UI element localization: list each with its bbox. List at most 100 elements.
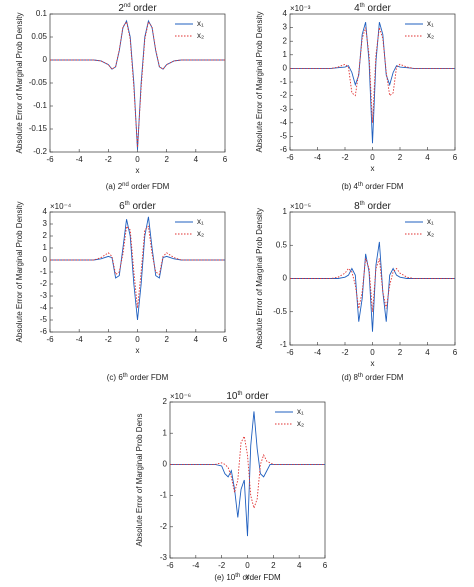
x-tick-label: -6: [286, 348, 294, 357]
x-tick-label: -2: [105, 155, 113, 164]
y-tick-label: -1: [160, 491, 168, 500]
chart-title: 2nd order: [118, 3, 157, 14]
x-tick-label: 0: [245, 561, 250, 570]
series-line: [170, 434, 325, 510]
x-tick-label: 4: [425, 153, 430, 162]
axis-exponent: ×10⁻⁴: [50, 202, 72, 211]
y-tick-label: -5: [40, 315, 48, 324]
x-tick-label: -4: [314, 348, 322, 357]
x-tick-label: 2: [164, 155, 169, 164]
x-tick-label: -4: [314, 153, 322, 162]
y-tick-label: -6: [280, 145, 288, 154]
caption-part: (c) 6: [107, 373, 124, 382]
chart-title-part: order: [130, 201, 157, 212]
y-tick-label: 2: [163, 397, 168, 406]
caption: (c) 6th order FDM: [107, 373, 169, 383]
y-tick-label: 0.05: [31, 32, 47, 41]
y-tick-label: 0: [283, 64, 288, 73]
x-tick-label: -6: [46, 155, 54, 164]
x-tick-label: 0: [135, 335, 140, 344]
series-line: [50, 225, 225, 309]
x-tick-label: 0: [370, 153, 375, 162]
chart-title-part: nd: [124, 3, 131, 9]
y-tick-label: -0.05: [29, 78, 48, 87]
y-tick-label: 0: [43, 55, 48, 64]
caption-part: th: [123, 373, 128, 379]
legend-label: x₁: [297, 407, 304, 416]
series-line: [50, 20, 225, 148]
chart-title-part: th: [360, 3, 365, 9]
x-tick-label: -2: [105, 335, 113, 344]
chart-title: 4th order: [354, 3, 391, 14]
legend-label: x₂: [197, 229, 204, 238]
y-tick-label: 0: [43, 255, 48, 264]
x-tick-label: 4: [194, 335, 199, 344]
y-axis-label: Absolute Error of Marginal Prob Density: [15, 202, 24, 343]
y-axis-label: Absolute Error of Marginal Prob Dens: [135, 414, 144, 547]
chart-title: 10th order: [226, 391, 269, 402]
x-axis-label: x: [246, 572, 250, 581]
caption: (a) 2nd order FDM: [106, 182, 170, 192]
series-line: [290, 27, 455, 123]
x-axis-label: x: [371, 164, 375, 173]
x-tick-label: 0: [135, 155, 140, 164]
x-tick-label: -2: [218, 561, 226, 570]
chart-title-part: order: [131, 3, 158, 14]
y-tick-label: 0.1: [36, 9, 48, 18]
x-tick-label: -6: [286, 153, 294, 162]
axis-exponent: ×10⁻³: [290, 4, 311, 13]
series-line: [170, 411, 325, 537]
y-tick-label: 0.5: [276, 240, 288, 249]
x-axis-label: x: [371, 359, 375, 368]
x-tick-label: -4: [192, 561, 200, 570]
y-axis-label: Absolute Error of Marginal Prob Density: [255, 12, 264, 153]
y-tick-label: -0.15: [29, 124, 48, 133]
caption-part: th: [358, 182, 363, 188]
caption-part: th: [235, 573, 240, 579]
legend-label: x₂: [197, 31, 204, 40]
caption-part: (d) 8: [342, 373, 359, 382]
series-line: [290, 258, 455, 312]
x-tick-label: -4: [76, 335, 84, 344]
x-tick-label: 6: [223, 335, 228, 344]
caption-part: (a) 2: [106, 182, 123, 191]
legend-label: x₂: [427, 229, 434, 238]
y-tick-label: -4: [40, 303, 48, 312]
x-tick-label: -4: [76, 155, 84, 164]
x-axis-label: x: [136, 346, 140, 355]
axis-exponent: ×10⁻⁵: [290, 202, 311, 211]
x-tick-label: 2: [398, 348, 403, 357]
chart-title-part: 4: [354, 3, 360, 14]
y-tick-label: 0: [163, 460, 168, 469]
caption: (d) 8th order FDM: [342, 373, 404, 383]
caption-part: order FDM: [129, 182, 170, 191]
legend-label: x₂: [297, 419, 304, 428]
x-tick-label: -2: [341, 348, 349, 357]
y-tick-label: -3: [280, 104, 288, 113]
y-tick-label: 1: [163, 428, 168, 437]
x-tick-label: 4: [194, 155, 199, 164]
y-tick-label: -0.1: [33, 101, 47, 110]
y-tick-label: -2: [40, 279, 48, 288]
series-line: [50, 216, 225, 321]
y-tick-label: -4: [280, 118, 288, 127]
caption-part: nd: [122, 182, 129, 188]
y-tick-label: 1: [283, 207, 288, 216]
y-tick-label: -0.5: [273, 307, 287, 316]
x-tick-label: -2: [341, 153, 349, 162]
y-tick-label: -5: [280, 132, 288, 141]
x-tick-label: 6: [323, 561, 328, 570]
x-tick-label: 0: [370, 348, 375, 357]
y-tick-label: -2: [160, 522, 168, 531]
x-tick-label: 6: [453, 348, 458, 357]
series-line: [290, 22, 455, 144]
y-tick-label: 1: [283, 50, 288, 59]
chart-title-part: 8: [354, 201, 360, 212]
caption-part: order FDM: [128, 373, 169, 382]
axis-exponent: ×10⁻⁶: [170, 392, 191, 401]
legend-label: x₁: [197, 19, 204, 28]
y-tick-label: -3: [40, 291, 48, 300]
y-tick-label: 4: [43, 207, 48, 216]
y-tick-label: -0.2: [33, 147, 47, 156]
